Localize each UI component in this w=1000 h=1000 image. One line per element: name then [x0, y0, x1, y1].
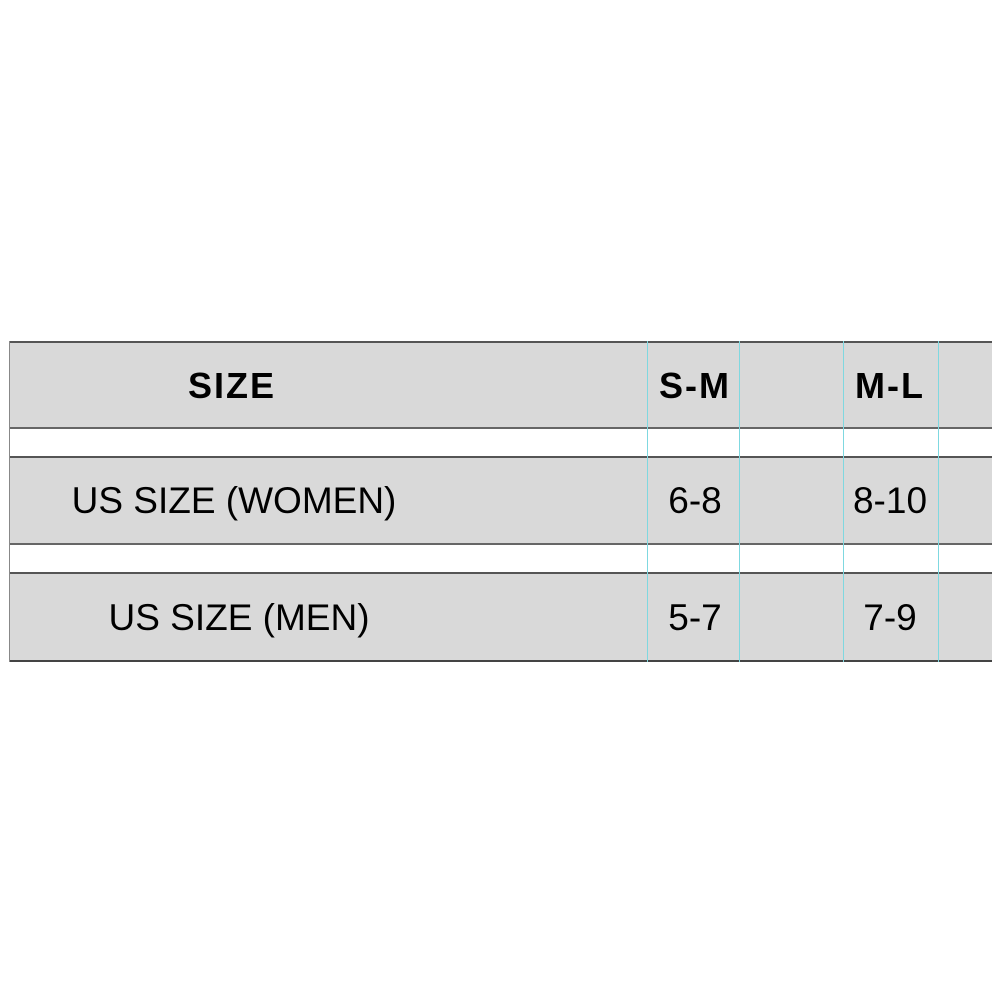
- women-s-m-value: 6-8: [668, 480, 722, 521]
- grid-line: [938, 341, 939, 662]
- header-col-s-m: S-M: [659, 364, 731, 406]
- grid-line: [647, 341, 648, 662]
- header-row: SIZE S-M M-L: [9, 341, 992, 428]
- table-row-women: US SIZE (WOMEN) 6-8 8-10: [9, 456, 992, 544]
- spacer-row: [9, 427, 992, 457]
- spacer-row: [9, 543, 992, 573]
- women-m-l-value: 8-10: [852, 480, 928, 521]
- table-bottom-border: [9, 660, 992, 662]
- grid-line: [843, 341, 844, 662]
- men-s-m-value: 5-7: [668, 597, 722, 638]
- row-label-women: US SIZE (WOMEN): [71, 480, 397, 521]
- men-m-l-value: 7-9: [863, 597, 917, 638]
- header-size-label: SIZE: [187, 364, 276, 406]
- table-left-border: [9, 341, 10, 662]
- table-row-men: US SIZE (MEN) 5-7 7-9: [9, 572, 992, 662]
- row-label-men: US SIZE (MEN): [108, 597, 370, 638]
- header-col-m-l: M-L: [855, 364, 925, 406]
- grid-line: [739, 341, 740, 662]
